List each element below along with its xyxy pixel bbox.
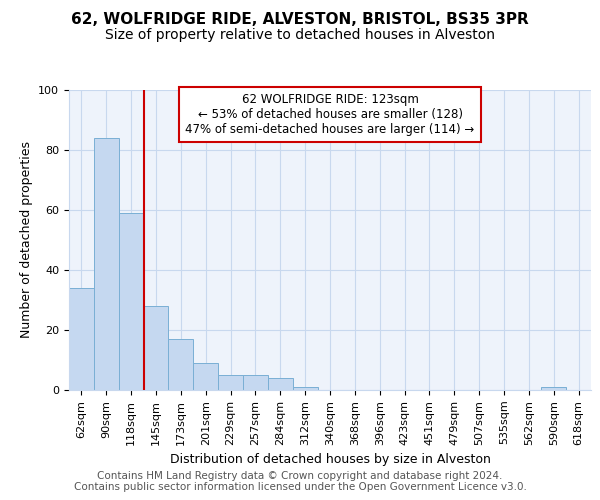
Bar (541, 387, 566, 390)
Text: Size of property relative to detached houses in Alveston: Size of property relative to detached ho… (105, 28, 495, 42)
Bar (218, 375, 243, 390)
Y-axis label: Number of detached properties: Number of detached properties (20, 142, 33, 338)
Bar (193, 363, 218, 390)
Text: 62, WOLFRIDGE RIDE, ALVESTON, BRISTOL, BS35 3PR: 62, WOLFRIDGE RIDE, ALVESTON, BRISTOL, B… (71, 12, 529, 28)
Bar (69, 288, 94, 390)
Bar (143, 306, 169, 390)
Bar (268, 378, 293, 390)
Text: 62 WOLFRIDGE RIDE: 123sqm
← 53% of detached houses are smaller (128)
47% of semi: 62 WOLFRIDGE RIDE: 123sqm ← 53% of detac… (185, 93, 475, 136)
Bar (169, 339, 193, 390)
Bar (94, 138, 119, 390)
Bar (293, 387, 317, 390)
X-axis label: Distribution of detached houses by size in Alveston: Distribution of detached houses by size … (170, 453, 490, 466)
Bar (119, 213, 143, 390)
Bar (243, 375, 268, 390)
Text: Contains HM Land Registry data © Crown copyright and database right 2024.
Contai: Contains HM Land Registry data © Crown c… (74, 471, 526, 492)
